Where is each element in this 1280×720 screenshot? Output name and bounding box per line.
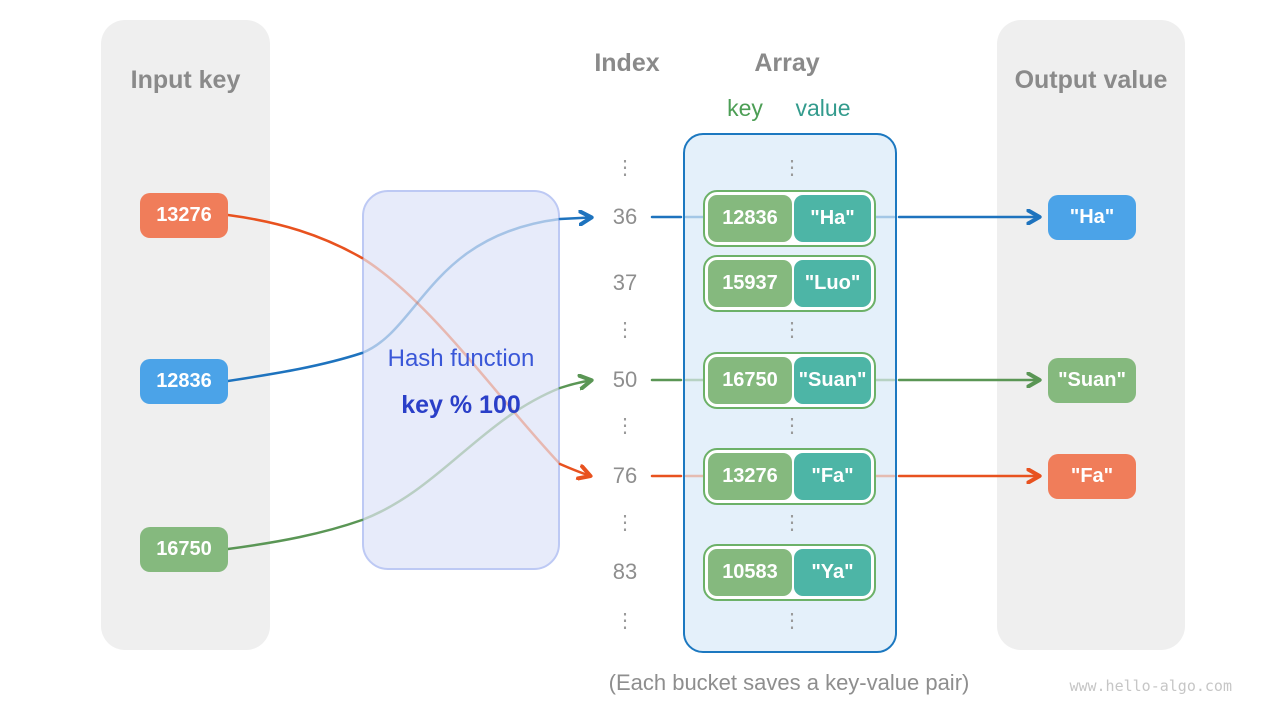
watermark: www.hello-algo.com xyxy=(1069,677,1232,695)
index-column-title: Index xyxy=(594,49,660,77)
bucket-row: 13276 "Fa" xyxy=(703,448,876,505)
blue-connection-12836 xyxy=(226,217,1038,383)
ellipsis-dots: ⋮ xyxy=(782,610,802,632)
array-column-title: Array xyxy=(754,49,820,77)
index-label: 37 xyxy=(612,270,638,295)
output-value-badge: "Fa" xyxy=(1048,454,1136,499)
bucket-value: "Luo" xyxy=(794,260,871,307)
ellipsis-dots: ⋮ xyxy=(782,512,802,534)
output-value-title: Output value xyxy=(1014,66,1168,94)
input-key-badge: 16750 xyxy=(140,527,228,572)
bucket-row: 16750 "Suan" xyxy=(703,352,876,409)
bucket-value: "Suan" xyxy=(794,357,871,404)
array-value-header: value xyxy=(795,95,851,121)
bucket-value: "Ya" xyxy=(794,549,871,596)
index-label: 83 xyxy=(612,559,638,584)
hash-formula: key % 100 xyxy=(401,391,521,419)
bucket-key: 15937 xyxy=(708,260,792,307)
caption: (Each bucket saves a key-value pair) xyxy=(608,670,970,695)
ellipsis-dots: ⋮ xyxy=(782,319,802,341)
output-value-panel: Output value xyxy=(997,20,1185,650)
bucket-key: 12836 xyxy=(708,195,792,242)
index-label: 76 xyxy=(612,463,638,488)
ellipsis-dots: ⋮ xyxy=(782,157,802,179)
bucket-key: 10583 xyxy=(708,549,792,596)
output-value-badge: "Ha" xyxy=(1048,195,1136,240)
input-key-badge: 12836 xyxy=(140,359,228,404)
index-label: 36 xyxy=(612,204,638,229)
bucket-key: 16750 xyxy=(708,357,792,404)
bucket-row: 15937 "Luo" xyxy=(703,255,876,312)
output-value-badge: "Suan" xyxy=(1048,358,1136,403)
bucket-value: "Ha" xyxy=(794,195,871,242)
ellipsis-dots: ⋮ xyxy=(615,319,635,341)
hash-function-label: Hash function xyxy=(387,345,535,372)
ellipsis-dots: ⋮ xyxy=(782,415,802,437)
index-label: 50 xyxy=(612,367,638,392)
ellipsis-dots: ⋮ xyxy=(615,157,635,179)
ellipsis-dots: ⋮ xyxy=(615,415,635,437)
array-key-header: key xyxy=(727,95,763,121)
bucket-row: 10583 "Ya" xyxy=(703,544,876,601)
hash-function-box xyxy=(362,190,560,570)
ellipsis-dots: ⋮ xyxy=(615,512,635,534)
ellipsis-dots: ⋮ xyxy=(615,610,635,632)
bucket-row: 12836 "Ha" xyxy=(703,190,876,247)
input-key-badge: 13276 xyxy=(140,193,228,238)
input-key-title: Input key xyxy=(130,66,241,94)
bucket-key: 13276 xyxy=(708,453,792,500)
bucket-value: "Fa" xyxy=(794,453,871,500)
